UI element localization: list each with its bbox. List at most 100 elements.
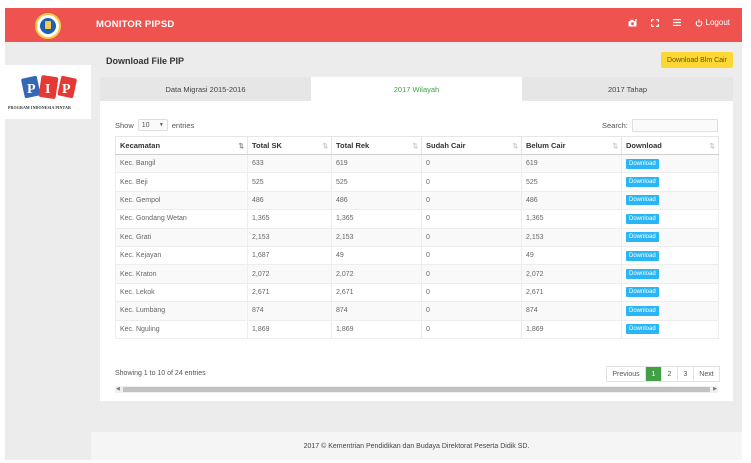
tab-2017-wilayah[interactable]: 2017 Wilayah [311,77,522,101]
chevron-down-icon: ▼ [158,122,164,128]
cell-kecamatan: Kec. Kejayan [115,245,248,266]
cell-belum-cair: 49 [521,245,622,266]
footer-text: 2017 © Kementrian Pendidikan dan Budaya … [303,442,530,450]
download-button[interactable]: Download [626,158,659,169]
cell-download: Download [621,153,719,174]
col-header-kecamatan[interactable]: Kecamatan ⇅ [115,136,248,155]
col-header-total-sk[interactable]: Total SK ⇅ [247,136,332,155]
pagination-page-1[interactable]: 1 [645,367,661,381]
footer: 2017 © Kementrian Pendidikan dan Budaya … [91,432,742,460]
pagination-next[interactable]: Next [693,367,719,381]
cell-total-rek: 1,869 [331,319,422,339]
top-navbar: MONITOR PIPSD Logout [5,8,742,42]
page-title: Download File PIP [106,56,185,66]
table-row: Kec. Nguling 1,869 1,869 0 1,869 Download [115,319,719,339]
cell-total-sk: 633 [247,153,332,174]
data-table: Kecamatan ⇅ Total SK ⇅ Total Rek ⇅ Sudah Ca… [115,136,719,339]
cell-total-rek: 874 [331,301,422,321]
cell-total-rek: 1,365 [331,209,422,229]
scrollbar-thumb[interactable] [123,387,710,392]
tab-bar: Data Migrasi 2015-2016 2017 Wilayah 2017… [100,77,733,101]
sort-icon: ⇅ [612,143,619,150]
cell-belum-cair: 1,869 [521,319,622,339]
logout-label: Logout [705,18,730,27]
table-row: Kec. Grati 2,153 2,153 0 2,153 Download [115,227,719,247]
cell-kecamatan: Kec. Gondang Wetan [115,209,248,229]
cell-download: Download [621,319,719,339]
cell-sudah-cair: 0 [421,245,522,266]
cell-total-rek: 2,671 [331,282,422,303]
cell-total-sk: 1,869 [247,319,332,339]
download-button[interactable]: Download [626,305,659,316]
search-input[interactable] [631,119,718,132]
table-info: Showing 1 to 10 of 24 entries [115,370,206,377]
cell-sudah-cair: 0 [421,153,522,174]
cell-belum-cair: 619 [521,153,622,174]
tab-2017-tahap[interactable]: 2017 Tahap [522,77,733,101]
cell-download: Download [621,282,719,303]
tab-data-migrasi[interactable]: Data Migrasi 2015-2016 [100,77,311,101]
kemdikbud-logo[interactable] [35,13,61,39]
expand-icon[interactable] [650,18,659,27]
camera-icon[interactable] [628,18,637,27]
cell-download: Download [621,172,719,192]
search-control: Search: [602,119,718,132]
cell-total-sk: 2,153 [247,227,332,247]
col-header-belum-cair[interactable]: Belum Cair ⇅ [521,136,622,155]
pagination-page-2[interactable]: 2 [661,367,677,381]
download-button[interactable]: Download [626,324,659,335]
cell-total-rek: 49 [331,245,422,266]
download-button[interactable]: Download [626,250,659,261]
col-header-sudah-cair[interactable]: Sudah Cair ⇅ [421,136,522,155]
cell-total-rek: 2,153 [331,227,422,247]
download-button[interactable]: Download [626,195,659,206]
entries-select-value: 10 [141,121,150,129]
entries-select[interactable]: 10 ▼ [137,119,168,131]
scroll-left-icon[interactable]: ◀ [116,386,120,392]
app-frame: MONITOR PIPSD Logout P I [5,8,742,460]
cell-kecamatan: Kec. Bangil [115,153,248,174]
menu-icon[interactable] [672,19,681,26]
cell-total-sk: 486 [247,190,332,211]
cell-total-sk: 874 [247,301,332,321]
table-row: Kec. Lumbang 874 874 0 874 Download [115,301,719,321]
download-blm-cair-button[interactable]: Download Blm Cair [661,52,733,68]
table-row: Kec. Bangil 633 619 0 619 Download [115,153,719,174]
download-button[interactable]: Download [626,232,659,243]
cell-total-rek: 619 [331,153,422,174]
table-row: Kec. Kejayan 1,687 49 0 49 Download [115,245,719,266]
download-button[interactable]: Download [626,177,659,188]
cell-total-sk: 1,687 [247,245,332,266]
horizontal-scrollbar[interactable]: ◀ ▶ [115,386,718,393]
entries-label: entries [171,120,195,130]
svg-text:P: P [62,82,71,97]
sort-icon: ⇅ [322,143,329,150]
sort-icon: ⇅ [412,143,419,150]
table-row: Kec. Beji 525 525 0 525 Download [115,172,719,192]
cell-sudah-cair: 0 [421,319,522,339]
cell-kecamatan: Kec. Kraton [115,264,248,284]
download-button[interactable]: Download [626,269,659,280]
table-row: Kec. Kraton 2,072 2,072 0 2,072 Download [115,264,719,284]
col-header-download[interactable]: Download ⇅ [621,136,719,155]
pagination-previous[interactable]: Previous [612,370,640,378]
scroll-right-icon[interactable]: ▶ [713,386,717,392]
top-icons: Logout [628,18,730,27]
sort-icon: ⇅ [709,143,716,150]
logout-button[interactable]: Logout [695,18,730,27]
download-button[interactable]: Download [626,213,659,224]
cell-download: Download [621,301,719,321]
download-button[interactable]: Download [626,287,659,298]
cell-download: Download [621,264,719,284]
cell-sudah-cair: 0 [421,227,522,247]
cell-sudah-cair: 0 [421,190,522,211]
col-header-total-rek[interactable]: Total Rek ⇅ [331,136,422,155]
table-row: Kec. Gempol 486 486 0 486 Download [115,190,719,211]
pagination-page-3[interactable]: 3 [677,367,693,381]
table-row: Kec. Gondang Wetan 1,365 1,365 0 1,365 Downlo… [115,209,719,229]
cell-sudah-cair: 0 [421,172,522,192]
sidebar-brand[interactable]: P I P PROGRAM INDONESIA PINTAR [5,65,91,119]
cell-sudah-cair: 0 [421,209,522,229]
cell-sudah-cair: 0 [421,282,522,303]
table-header-row: Kecamatan ⇅ Total SK ⇅ Total Rek ⇅ Sudah Ca… [115,136,719,155]
